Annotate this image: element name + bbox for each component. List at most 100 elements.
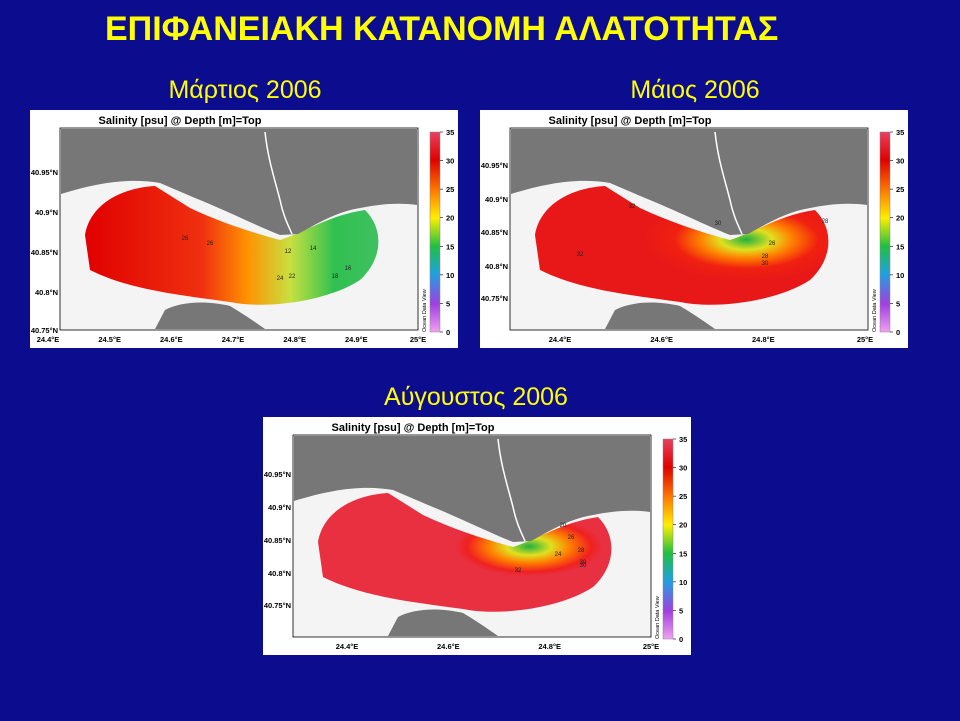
- contour-label: 24: [277, 276, 284, 282]
- contour-label: 26: [207, 241, 214, 247]
- contour-label: 30: [580, 563, 587, 569]
- contour-label: 28: [578, 548, 585, 554]
- latitude-label: 40.95°N: [31, 168, 58, 177]
- colorbar-tick-label: 0: [679, 635, 683, 644]
- map-panel: Salinity [psu] @ Depth [m]=Top 24.4°E 24.6…: [263, 417, 691, 655]
- land: [294, 436, 650, 542]
- longitude-label: 24.8°E: [752, 335, 775, 344]
- contour-label: 12: [285, 249, 292, 255]
- river: [497, 438, 526, 542]
- contour-label: 32: [515, 568, 522, 574]
- colorbar-tick-label: 20: [679, 521, 687, 530]
- latitude-label: 40.75°N: [31, 326, 58, 335]
- contour-label: 20: [560, 523, 567, 529]
- longitude-label: 24.4°E: [37, 335, 60, 344]
- colorbar-tick-label: 10: [896, 271, 904, 280]
- land: [155, 302, 265, 329]
- latitude-label: 40.8°N: [35, 288, 58, 297]
- map-title: Salinity [psu] @ Depth [m]=Top: [549, 115, 712, 127]
- colorbar-tick-label: 35: [446, 128, 454, 137]
- latitude-label: 40.8°N: [485, 262, 508, 271]
- contour-label: 28: [762, 254, 769, 260]
- contour-label: 24: [555, 552, 562, 558]
- colorbar: [662, 438, 674, 640]
- latitude-label: 40.95°N: [264, 470, 291, 479]
- colorbar-tick-label: 10: [679, 578, 687, 587]
- longitude-label: 25°E: [643, 642, 659, 651]
- latitude-label: 40.85°N: [481, 228, 508, 237]
- latitude-label: 40.9°N: [35, 208, 58, 217]
- colorbar-tick-label: 20: [446, 214, 454, 223]
- contour-label: 30: [580, 560, 587, 566]
- contour-label: 26: [568, 535, 575, 541]
- panel-subtitle: Αύγουστος 2006: [384, 383, 568, 411]
- land: [605, 302, 715, 329]
- colorbar-tick-label: 30: [679, 464, 687, 473]
- colorbar-tick-label: 35: [896, 128, 904, 137]
- colorbar-tick-label: 15: [679, 549, 687, 558]
- colorbar-tick-label: 25: [896, 185, 904, 194]
- panel-subtitle: Μάιος 2006: [630, 76, 759, 104]
- colorbar-tick-label: 30: [446, 157, 454, 166]
- colorbar-tick-label: 5: [446, 299, 450, 308]
- contour-label: 32: [629, 204, 636, 210]
- sea-field: [318, 493, 612, 612]
- colorbar-tick-label: 0: [446, 328, 450, 337]
- colorbar: [879, 131, 891, 333]
- colorbar-tick-label: 25: [446, 185, 454, 194]
- colorbar-tick-label: 5: [896, 299, 900, 308]
- contour-label: 22: [289, 274, 296, 280]
- latitude-label: 40.9°N: [485, 195, 508, 204]
- contour-label: 14: [310, 246, 317, 252]
- colorbar-tick-label: 10: [446, 271, 454, 280]
- longitude-label: 24.6°E: [160, 335, 183, 344]
- latitude-label: 40.95°N: [481, 161, 508, 170]
- land: [388, 609, 498, 636]
- contour-label: 32: [577, 252, 584, 258]
- contour-label: 26: [182, 236, 189, 242]
- longitude-label: 24.8°E: [538, 642, 561, 651]
- river: [264, 131, 293, 235]
- map-title: Salinity [psu] @ Depth [m]=Top: [99, 115, 262, 127]
- map-title: Salinity [psu] @ Depth [m]=Top: [332, 422, 495, 434]
- map-panel: Salinity [psu] @ Depth [m]=Top 24.4°E 24.6…: [480, 110, 908, 348]
- contour-label: 28: [822, 219, 829, 225]
- latitude-label: 40.75°N: [481, 294, 508, 303]
- longitude-label: 24.7°E: [222, 335, 245, 344]
- longitude-label: 24.9°E: [345, 335, 368, 344]
- longitude-label: 24.6°E: [437, 642, 460, 651]
- colorbar-tick-label: 20: [896, 214, 904, 223]
- colorbar-tick-label: 15: [896, 242, 904, 251]
- contour-label: 26: [769, 241, 776, 247]
- colorbar-tick-label: 0: [896, 328, 900, 337]
- latitude-label: 40.85°N: [264, 536, 291, 545]
- colorbar-tick-label: 25: [679, 492, 687, 501]
- latitude-label: 40.9°N: [268, 503, 291, 512]
- map-panel: Salinity [psu] @ Depth [m]=Top 24.4°E 24.5…: [30, 110, 458, 348]
- colorbar-tick-label: 30: [896, 157, 904, 166]
- contour-label: 30: [762, 261, 769, 267]
- longitude-label: 24.5°E: [98, 335, 121, 344]
- longitude-label: 25°E: [857, 335, 873, 344]
- software-label: Ocean Data View: [655, 596, 661, 639]
- colorbar-tick-label: 35: [679, 435, 687, 444]
- river: [714, 131, 743, 235]
- land: [61, 129, 417, 235]
- slide-title: ΕΠΙΦΑΝΕΙΑΚΗ ΚΑΤΑΝΟΜΗ ΑΛΑΤΟΤΗΤΑΣ: [105, 10, 778, 48]
- colorbar: [429, 131, 441, 333]
- contour-label: 30: [715, 221, 722, 227]
- sea-field: [85, 186, 379, 305]
- latitude-label: 40.85°N: [31, 248, 58, 257]
- longitude-label: 24.6°E: [650, 335, 673, 344]
- panel-subtitle: Μάρτιος 2006: [168, 76, 321, 104]
- colorbar-tick-label: 5: [679, 606, 683, 615]
- colorbar-tick-label: 15: [446, 242, 454, 251]
- longitude-label: 24.4°E: [549, 335, 572, 344]
- latitude-label: 40.75°N: [264, 601, 291, 610]
- longitude-label: 24.4°E: [336, 642, 359, 651]
- sea-field: [535, 186, 829, 305]
- software-label: Ocean Data View: [872, 289, 878, 332]
- longitude-label: 24.8°E: [283, 335, 306, 344]
- latitude-label: 40.8°N: [268, 569, 291, 578]
